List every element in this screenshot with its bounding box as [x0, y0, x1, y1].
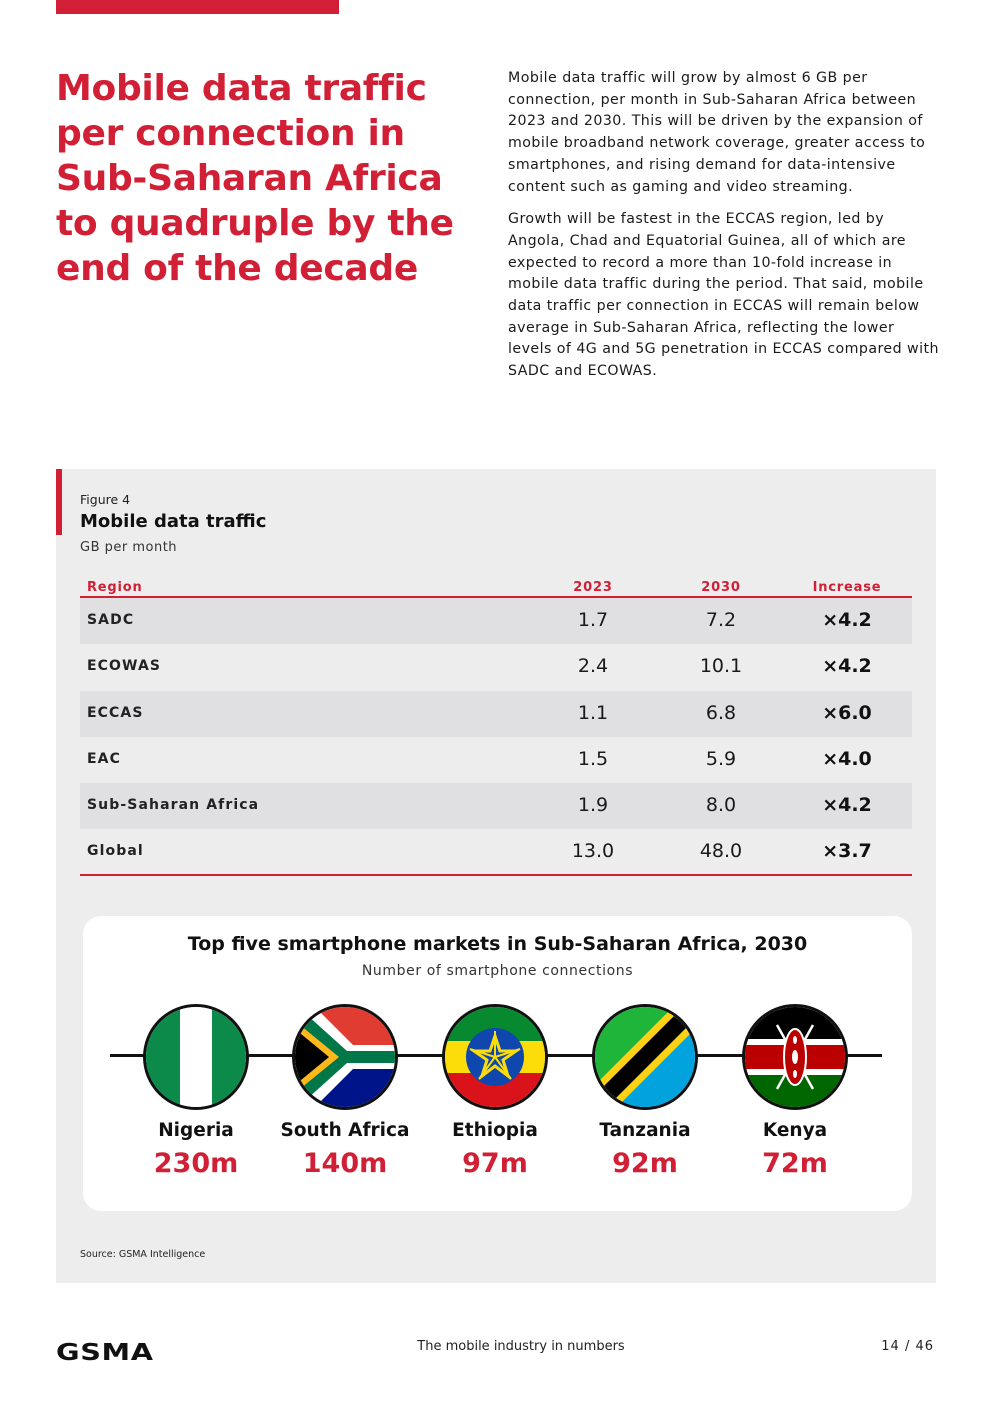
figure-subtitle: GB per month	[80, 540, 178, 555]
row-value-2030: 7.2	[705, 609, 737, 631]
row-value-2030: 8.0	[705, 794, 737, 817]
market-country: Kenya	[762, 1120, 828, 1141]
row-value-2030: 10.1	[699, 655, 743, 678]
header-increase: Increase	[812, 580, 882, 595]
header-region: Region	[87, 580, 143, 595]
row-value-2023: 1.5	[577, 747, 609, 770]
markets-title: Top five smartphone markets in Sub-Sahar…	[187, 933, 808, 955]
south-africa-flag-icon	[292, 1004, 398, 1110]
market-country: Ethiopia	[452, 1120, 538, 1141]
page-number: 14 / 46	[881, 1339, 934, 1354]
row-region: ECOWAS	[87, 658, 162, 675]
table-row: ECOWAS 2.4 10.1 ×4.2	[80, 644, 912, 690]
row-region: SADC	[87, 612, 135, 628]
nigeria-flag-icon	[143, 1004, 249, 1110]
top-accent-bar	[56, 0, 339, 14]
figure-panel: Figure 4 Mobile data traffic GB per mont…	[56, 469, 936, 1283]
figure-accent-bar	[56, 469, 62, 535]
table-row: ECCAS 1.1 6.8 ×6.0	[80, 690, 912, 737]
market-country: Tanzania	[599, 1120, 691, 1141]
row-increase: ×4.2	[822, 609, 872, 631]
market-connections: 97m	[462, 1148, 528, 1179]
table-row: Global 13.0 48.0 ×3.7	[80, 829, 912, 876]
ethiopia-flag-icon	[442, 1004, 548, 1110]
row-region: ECCAS	[87, 704, 144, 721]
row-value-2023: 2.4	[577, 655, 609, 678]
row-region: Global	[87, 843, 144, 860]
market-country: Nigeria	[158, 1120, 234, 1141]
intro-paragraph-1: Mobile data traffic will grow by almost …	[508, 70, 926, 195]
row-increase: ×4.0	[822, 747, 872, 770]
tanzania-flag-icon	[592, 1004, 698, 1110]
market-connections: 72m	[762, 1148, 828, 1179]
intro-paragraph-2: Growth will be fastest in the ECCAS regi…	[508, 211, 939, 380]
figure-title: Mobile data traffic	[80, 511, 267, 532]
market-connections: 230m	[153, 1148, 239, 1179]
markets-subtitle: Number of smartphone connections	[361, 963, 634, 979]
row-value-2030: 5.9	[705, 747, 737, 770]
figure-label: Figure 4	[80, 492, 131, 507]
table-row: EAC 1.5 5.9 ×4.0	[80, 737, 912, 783]
table-row: SADC 1.7 7.2 ×4.2	[80, 598, 912, 645]
market-country: South Africa	[280, 1120, 410, 1141]
row-region: Sub-Saharan Africa	[87, 797, 260, 814]
header-2030: 2030	[701, 580, 741, 595]
row-increase: ×4.2	[822, 655, 872, 678]
row-value-2023: 1.7	[577, 609, 609, 631]
page-headline: Mobile data traffic per connection in Su…	[56, 68, 454, 289]
row-value-2030: 48.0	[699, 840, 743, 863]
header-2023: 2023	[573, 580, 613, 595]
kenya-flag-icon	[742, 1004, 848, 1110]
row-value-2023: 13.0	[571, 840, 615, 863]
row-increase: ×3.7	[822, 840, 872, 863]
gsma-logo: GSMA	[56, 1340, 154, 1366]
market-connections: 92m	[612, 1148, 678, 1179]
table-row: Sub-Saharan Africa 1.9 8.0 ×4.2	[80, 783, 912, 830]
row-region: EAC	[87, 750, 121, 767]
row-increase: ×4.2	[822, 794, 872, 817]
table-header: Region 2023 2030 Increase	[80, 575, 912, 598]
market-connections: 140m	[302, 1148, 388, 1179]
row-value-2030: 6.8	[705, 701, 737, 724]
source-note: Source: GSMA Intelligence	[80, 1249, 206, 1260]
smartphone-markets-card: Top five smartphone markets in Sub-Sahar…	[83, 916, 912, 1211]
data-traffic-table: Region 2023 2030 Increase SADC 1.7 7.2 ×…	[80, 575, 912, 876]
row-increase: ×6.0	[822, 701, 872, 724]
intro-text: Mobile data traffic will grow by almost …	[508, 68, 940, 394]
footer-title: The mobile industry in numbers	[417, 1339, 625, 1354]
row-value-2023: 1.1	[577, 701, 609, 724]
row-value-2023: 1.9	[577, 794, 609, 817]
